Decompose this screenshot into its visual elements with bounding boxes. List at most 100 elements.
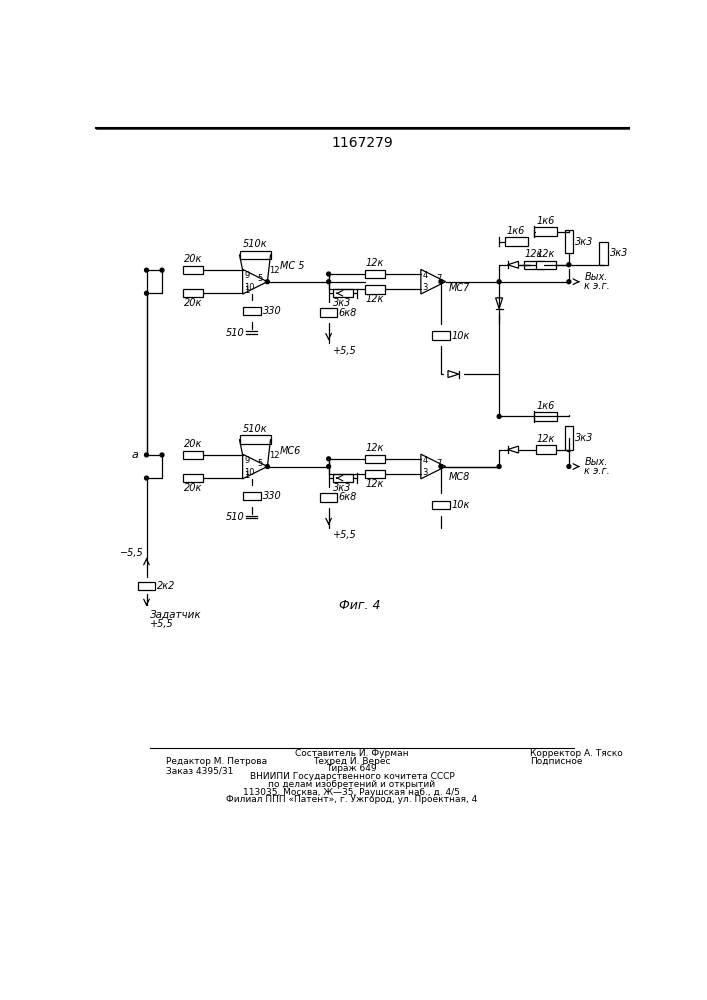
Text: 6к8: 6к8 xyxy=(339,492,357,502)
Text: −5,5: −5,5 xyxy=(120,548,144,558)
Text: 12к: 12к xyxy=(366,443,385,453)
Text: 20к: 20к xyxy=(184,254,202,264)
Polygon shape xyxy=(448,371,459,378)
Circle shape xyxy=(327,457,331,461)
Bar xyxy=(240,435,271,444)
Text: 20к: 20к xyxy=(184,483,202,493)
Text: к э.г.: к э.г. xyxy=(585,466,610,476)
Bar xyxy=(240,251,271,259)
Polygon shape xyxy=(508,446,518,453)
Polygon shape xyxy=(508,261,518,268)
Text: 12: 12 xyxy=(269,266,279,275)
Text: 1: 1 xyxy=(244,286,250,295)
Bar xyxy=(183,289,203,297)
Text: 12к: 12к xyxy=(366,258,385,268)
Text: 510: 510 xyxy=(226,512,244,522)
Circle shape xyxy=(497,465,501,468)
Text: 1к6: 1к6 xyxy=(507,226,525,236)
Text: 3к3: 3к3 xyxy=(609,248,628,258)
Bar xyxy=(365,285,385,294)
Circle shape xyxy=(265,280,269,284)
Text: Фиг. 4: Фиг. 4 xyxy=(339,599,380,612)
Circle shape xyxy=(327,280,331,284)
Text: 10к: 10к xyxy=(451,331,469,341)
Bar xyxy=(524,261,544,269)
Text: 3к3: 3к3 xyxy=(334,483,352,493)
Bar xyxy=(535,261,556,269)
Text: МС6: МС6 xyxy=(280,446,301,456)
Bar xyxy=(535,445,556,454)
Text: Подписное: Подписное xyxy=(530,757,583,766)
Circle shape xyxy=(327,465,331,468)
Circle shape xyxy=(265,465,269,468)
Circle shape xyxy=(144,453,148,457)
Circle shape xyxy=(160,268,164,272)
Text: 1к6: 1к6 xyxy=(537,216,555,226)
Circle shape xyxy=(439,465,443,468)
Bar xyxy=(365,470,385,478)
Bar xyxy=(332,289,353,297)
Text: 20к: 20к xyxy=(184,298,202,308)
Bar xyxy=(138,582,155,590)
Text: ВНИИПИ Государственного кочитета СССР: ВНИИПИ Государственного кочитета СССР xyxy=(250,772,455,781)
Text: 4: 4 xyxy=(422,456,428,465)
Text: Вых.: Вых. xyxy=(585,272,608,282)
Bar xyxy=(243,307,261,315)
Bar xyxy=(433,501,450,509)
Bar xyxy=(565,230,573,253)
Text: 7: 7 xyxy=(436,459,442,468)
Text: +5,5: +5,5 xyxy=(332,530,356,540)
Bar xyxy=(320,493,337,502)
Bar xyxy=(565,426,573,450)
Bar xyxy=(183,474,203,482)
Text: 330: 330 xyxy=(263,491,281,501)
Text: 510к: 510к xyxy=(243,239,267,249)
Text: 12к: 12к xyxy=(366,479,385,489)
Circle shape xyxy=(160,453,164,457)
Text: 3к3: 3к3 xyxy=(575,237,593,247)
Text: к э.г.: к э.г. xyxy=(585,281,610,291)
Text: 5: 5 xyxy=(257,459,262,468)
Circle shape xyxy=(327,272,331,276)
Text: 510к: 510к xyxy=(243,424,267,434)
Bar xyxy=(505,237,528,246)
Text: 4: 4 xyxy=(422,271,428,280)
Circle shape xyxy=(567,280,571,284)
Text: 3: 3 xyxy=(422,468,428,477)
Text: 20к: 20к xyxy=(184,439,202,449)
Bar xyxy=(433,331,450,340)
Circle shape xyxy=(567,465,571,468)
Text: 10к: 10к xyxy=(451,500,469,510)
Text: 12к: 12к xyxy=(537,249,555,259)
Bar xyxy=(534,227,557,236)
Bar xyxy=(365,455,385,463)
Text: 1: 1 xyxy=(244,471,250,480)
Text: 9: 9 xyxy=(244,271,250,280)
Text: 3: 3 xyxy=(422,283,428,292)
Text: +5,5: +5,5 xyxy=(150,619,173,629)
Text: 3к3: 3к3 xyxy=(334,298,352,308)
Text: 10: 10 xyxy=(244,283,255,292)
Text: Заказ 4395/31: Заказ 4395/31 xyxy=(166,766,233,775)
Text: 510: 510 xyxy=(226,328,244,338)
Circle shape xyxy=(439,280,443,284)
Circle shape xyxy=(497,280,501,284)
Text: 12: 12 xyxy=(269,451,279,460)
Text: 5: 5 xyxy=(257,274,262,283)
Text: Филиал ППП «Патент», г. Ужгород, ул. Проектная, 4: Филиал ППП «Патент», г. Ужгород, ул. Про… xyxy=(226,795,477,804)
Text: Корректор А. Тяско: Корректор А. Тяско xyxy=(530,749,623,758)
Polygon shape xyxy=(421,454,445,479)
Text: 12к: 12к xyxy=(525,249,543,259)
Bar xyxy=(365,270,385,278)
Text: 1167279: 1167279 xyxy=(331,136,393,150)
Circle shape xyxy=(144,268,148,272)
Text: 7: 7 xyxy=(436,274,442,283)
Circle shape xyxy=(567,263,571,267)
Text: 6к8: 6к8 xyxy=(339,308,357,318)
Bar xyxy=(243,492,261,500)
Text: 330: 330 xyxy=(263,306,281,316)
Polygon shape xyxy=(243,269,267,294)
Polygon shape xyxy=(243,454,267,479)
Circle shape xyxy=(144,291,148,295)
Text: Задатчик: Задатчик xyxy=(150,609,201,619)
